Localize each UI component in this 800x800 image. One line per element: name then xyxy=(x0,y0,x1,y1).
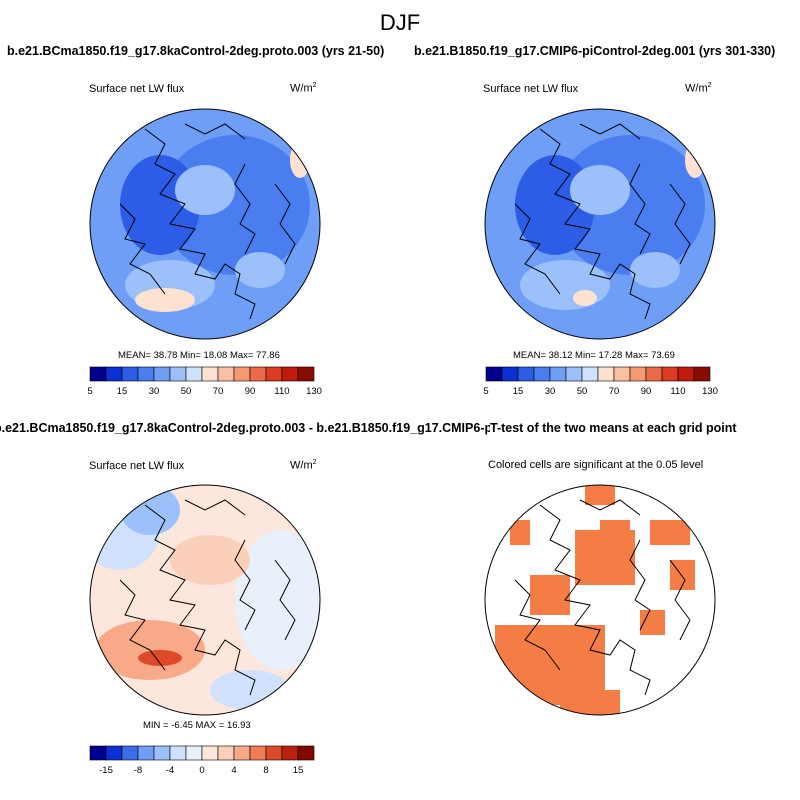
panel1-colorbar-tick-label: 5 xyxy=(87,386,92,397)
panel1-colorbar-box xyxy=(201,366,219,382)
panel3-colorbar-box xyxy=(217,745,235,761)
panel3-colorbar-box xyxy=(185,745,203,761)
panel1-colorbar-tick-label: 130 xyxy=(306,386,322,397)
panel3-colorbar-box xyxy=(265,745,283,761)
panel2-colorbar: 5 15 30 50 70 90 110 130 xyxy=(483,366,718,397)
panel2-title: b.e21.B1850.f19_g17.CMIP6-piControl-2deg… xyxy=(414,44,776,58)
panel3-colorbar-tick-label: -4 xyxy=(166,765,174,776)
panel1-colorbar-box xyxy=(265,366,283,382)
panel1-colorbar-box xyxy=(169,366,187,382)
panel2-colorbar-tick-label: 70 xyxy=(609,386,620,397)
panel2-colorbar-box xyxy=(597,366,615,382)
panel1-colorbar-tick-label: 110 xyxy=(274,386,289,397)
panel2-stats: MEAN= 38.12 Min= 17.28 Max= 73.69 xyxy=(513,350,675,361)
panel2-colorbar-tick-label: 50 xyxy=(577,386,588,397)
panel2-colorbar-box xyxy=(693,366,711,382)
panel4-map xyxy=(485,485,715,715)
panel2-colorbar-box xyxy=(533,366,551,382)
panel2-colorbar-box xyxy=(485,366,503,382)
panel2-variable-label: Surface net LW flux xyxy=(483,83,579,95)
panel3-colorbar-box xyxy=(281,745,299,761)
panel1-colorbar-box xyxy=(89,366,107,382)
panel2-colorbar-tick-label: 5 xyxy=(483,386,488,397)
panel1-colorbar-tick-label: 90 xyxy=(245,386,256,397)
panel3-map-border xyxy=(89,484,321,716)
panel1-colorbar: 5 15 30 50 70 90 110 130 xyxy=(87,366,322,397)
panel2-colorbar-tick-label: 15 xyxy=(513,386,524,397)
panel3-colorbar-tick-label: -15 xyxy=(99,765,113,776)
panel1-colorbar-box xyxy=(137,366,155,382)
panel3-colorbar-tick-label: -8 xyxy=(134,765,142,776)
panel2-colorbar-tick-label: 90 xyxy=(641,386,652,397)
panel3-map xyxy=(90,485,320,715)
panel3-units: W/m2 xyxy=(290,459,317,472)
panel1-colorbar-box xyxy=(281,366,299,382)
panel2-colorbar-tick-label: 130 xyxy=(702,386,718,397)
panel2-map xyxy=(485,109,715,339)
panel2-colorbar-box xyxy=(501,366,519,382)
panel3-colorbar-tick-label: 0 xyxy=(199,765,204,776)
panel1-title: b.e21.BCma1850.f19_g17.8kaControl-2deg.p… xyxy=(7,44,385,58)
panel3-colorbar-tick-label: 8 xyxy=(263,765,268,776)
panel1-stats: MEAN= 38.78 Min= 18.08 Max= 77.86 xyxy=(118,350,280,361)
panel2-colorbar-box xyxy=(613,366,631,382)
panel2-colorbar-box xyxy=(565,366,583,382)
panel2-colorbar-box xyxy=(549,366,567,382)
panel1-colorbar-box xyxy=(121,366,139,382)
panel1-colorbar-box xyxy=(249,366,267,382)
panel1-map xyxy=(90,109,320,339)
panel2-colorbar-box xyxy=(517,366,535,382)
panel3-colorbar-box xyxy=(137,745,155,761)
panel3-colorbar-box xyxy=(153,745,171,761)
panel2-colorbar-box xyxy=(661,366,679,382)
panel3-stats: MIN = -6.45 MAX = 16.93 xyxy=(143,720,251,731)
panel3-colorbar: -15 -8 -4 0 4 8 15 xyxy=(89,745,315,776)
panel1-colorbar-box xyxy=(185,366,203,382)
panel4-map-border xyxy=(484,484,716,716)
page-title: DJF xyxy=(379,10,421,35)
panel3-colorbar-box xyxy=(201,745,219,761)
panel3-colorbar-box xyxy=(105,745,123,761)
panel2-map-border xyxy=(484,108,716,340)
panel4-title: T-test of the two means at each grid poi… xyxy=(490,421,737,435)
panel3-colorbar-box xyxy=(297,745,315,761)
panel3-colorbar-box xyxy=(233,745,251,761)
panel1-colorbar-box xyxy=(153,366,171,382)
panel2-units: W/m2 xyxy=(685,82,712,95)
panel2-colorbar-tick-label: 30 xyxy=(545,386,556,397)
panel3-colorbar-box xyxy=(121,745,139,761)
panel3-colorbar-tick-label: 15 xyxy=(293,765,304,776)
panel3-variable-label: Surface net LW flux xyxy=(89,460,185,472)
panel1-colorbar-tick-label: 30 xyxy=(149,386,160,397)
panel3-title: b.e21.BCma1850.f19_g17.8kaControl-2deg.p… xyxy=(0,421,598,435)
panel1-colorbar-tick-label: 70 xyxy=(213,386,224,397)
panel2-colorbar-box xyxy=(645,366,663,382)
panel1-colorbar-tick-label: 50 xyxy=(181,386,192,397)
panel3-colorbar-box xyxy=(249,745,267,761)
panel1-colorbar-box xyxy=(297,366,315,382)
panel3-colorbar-box xyxy=(169,745,187,761)
panel1-units: W/m2 xyxy=(290,82,317,95)
panel2-colorbar-box xyxy=(677,366,695,382)
panel1-colorbar-tick-label: 15 xyxy=(117,386,128,397)
panel1-colorbar-box xyxy=(105,366,123,382)
panel1-map-border xyxy=(89,108,321,340)
panel2-colorbar-box xyxy=(581,366,599,382)
panel1-colorbar-box xyxy=(217,366,235,382)
panel3-colorbar-box xyxy=(89,745,107,761)
panel4-subtitle: Colored cells are significant at the 0.0… xyxy=(488,459,704,471)
panel3-colorbar-tick-label: 4 xyxy=(231,765,236,776)
panel1-colorbar-box xyxy=(233,366,251,382)
panel2-colorbar-tick-label: 110 xyxy=(670,386,685,397)
panel1-variable-label: Surface net LW flux xyxy=(89,83,185,95)
panel2-colorbar-box xyxy=(629,366,647,382)
